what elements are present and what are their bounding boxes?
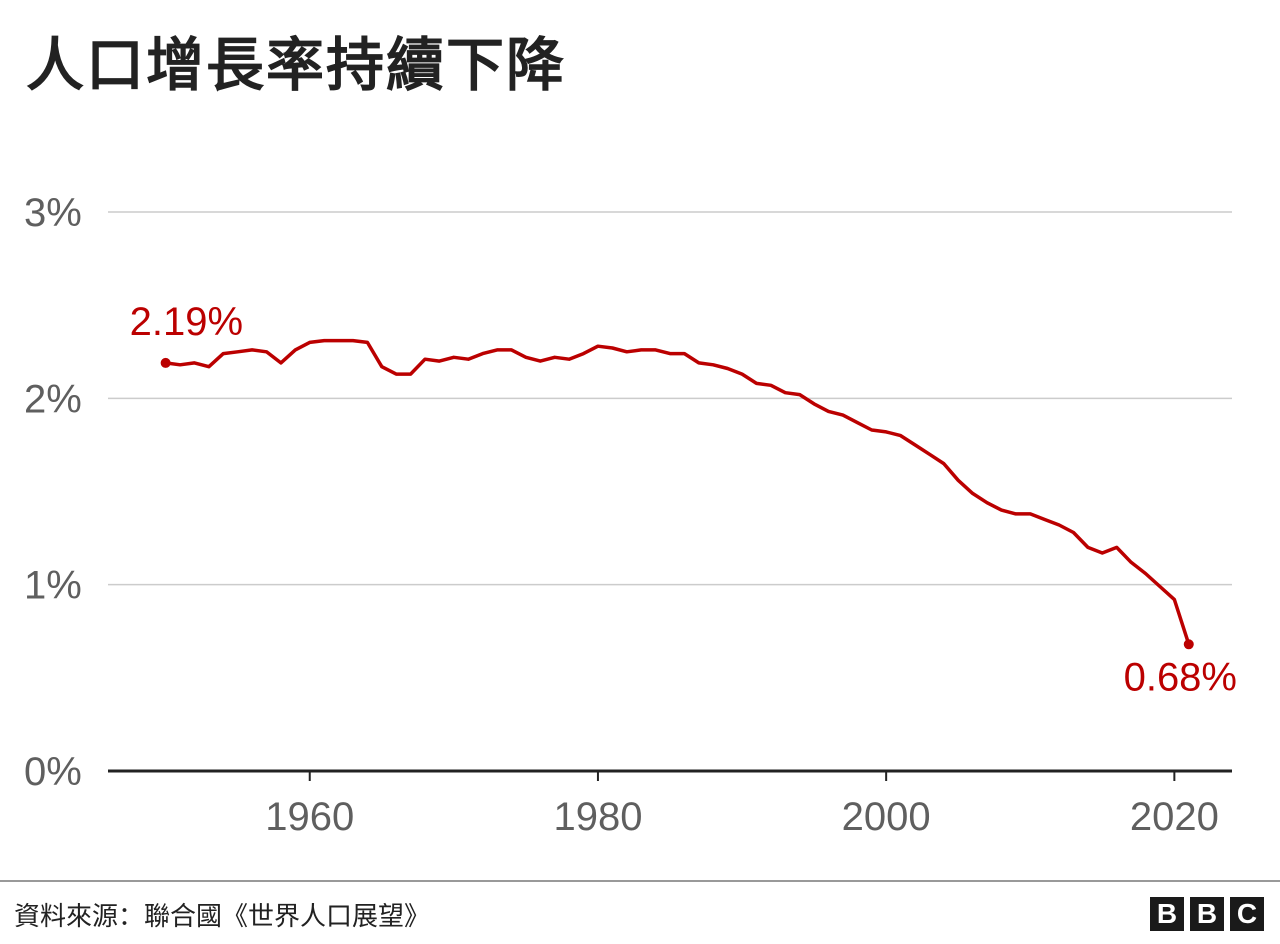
y-tick-label: 3% (24, 191, 82, 235)
line-chart: 0% 1% 2% 3% 1960 1980 2000 2020 2.19% 0.68% (24, 191, 1237, 839)
bbc-logo: B B C (1150, 897, 1264, 931)
x-axis-ticks: 1960 1980 2000 2020 (265, 771, 1219, 839)
x-tick-label: 1980 (553, 795, 642, 839)
x-tick-label: 2020 (1130, 795, 1219, 839)
logo-block-3: C (1230, 897, 1264, 931)
annotation-label: 2.19% (130, 300, 243, 344)
annotation-point (1183, 639, 1194, 650)
x-tick-label: 1960 (265, 795, 354, 839)
series-line (163, 338, 1191, 647)
annotation-label: 0.68% (1124, 655, 1237, 699)
x-tick-label: 2000 (842, 795, 931, 839)
y-tick-label: 2% (24, 377, 82, 421)
logo-block-1: B (1150, 897, 1184, 931)
y-tick-label: 1% (24, 564, 82, 608)
annotations: 2.19% 0.68% (130, 300, 1237, 699)
source-note: 資料來源：聯合國《世界人口展望》 (14, 902, 431, 932)
logo-block-2: B (1190, 897, 1224, 931)
gridlines (108, 211, 1232, 773)
annotation-point (160, 357, 171, 368)
y-tick-label: 0% (24, 750, 82, 794)
series (163, 338, 1191, 647)
chart-title: 人口增長率持續下降 (26, 31, 567, 99)
y-axis-ticks: 0% 1% 2% 3% (24, 191, 82, 794)
footer-divider (0, 880, 1280, 882)
